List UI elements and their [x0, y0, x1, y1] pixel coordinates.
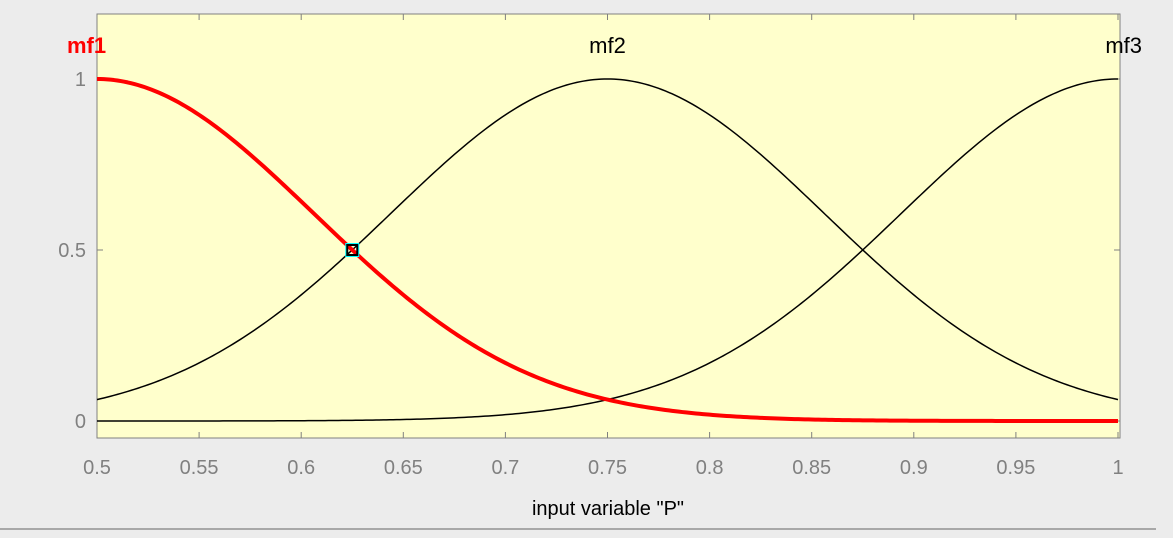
x-tick-label: 0.95	[996, 457, 1035, 479]
x-axis-ticks: 0.5 0.55 0.6 0.65 0.7 0.75 0.8 0.85 0.9 0.95 1	[83, 14, 1124, 479]
x-tick-label: 1	[1112, 457, 1123, 479]
x-tick-label: 0.5	[83, 457, 111, 479]
curve-mf1[interactable]	[96, 77, 1118, 423]
y-tick-label: 0.5	[58, 240, 86, 262]
mf-labels[interactable]: mf1 mf2 mf3	[67, 33, 1142, 58]
membership-curves[interactable]	[96, 77, 1119, 423]
x-tick-label: 0.6	[287, 457, 315, 479]
mf-label-mf1[interactable]: mf1	[67, 33, 106, 58]
crossover-marker	[346, 244, 359, 256]
bottom-divider	[0, 528, 1156, 530]
y-tick-label: 0	[75, 411, 86, 433]
plot-area[interactable]	[96, 13, 1121, 439]
curve-mf2[interactable]	[96, 78, 1119, 401]
x-axis-label: input variable "P"	[532, 498, 684, 520]
mf-label-mf2[interactable]: mf2	[589, 33, 626, 58]
mf-label-mf3[interactable]: mf3	[1105, 33, 1142, 58]
x-tick-label: 0.65	[384, 457, 423, 479]
x-tick-label: 0.55	[180, 457, 219, 479]
x-tick-label: 0.7	[491, 457, 519, 479]
y-tick-label: 1	[75, 69, 86, 91]
x-tick-label: 0.9	[900, 457, 928, 479]
x-tick-label: 0.75	[588, 457, 627, 479]
x-tick-label: 0.8	[696, 457, 724, 479]
x-tick-label: 0.85	[792, 457, 831, 479]
crossover-marker-group	[345, 243, 360, 257]
